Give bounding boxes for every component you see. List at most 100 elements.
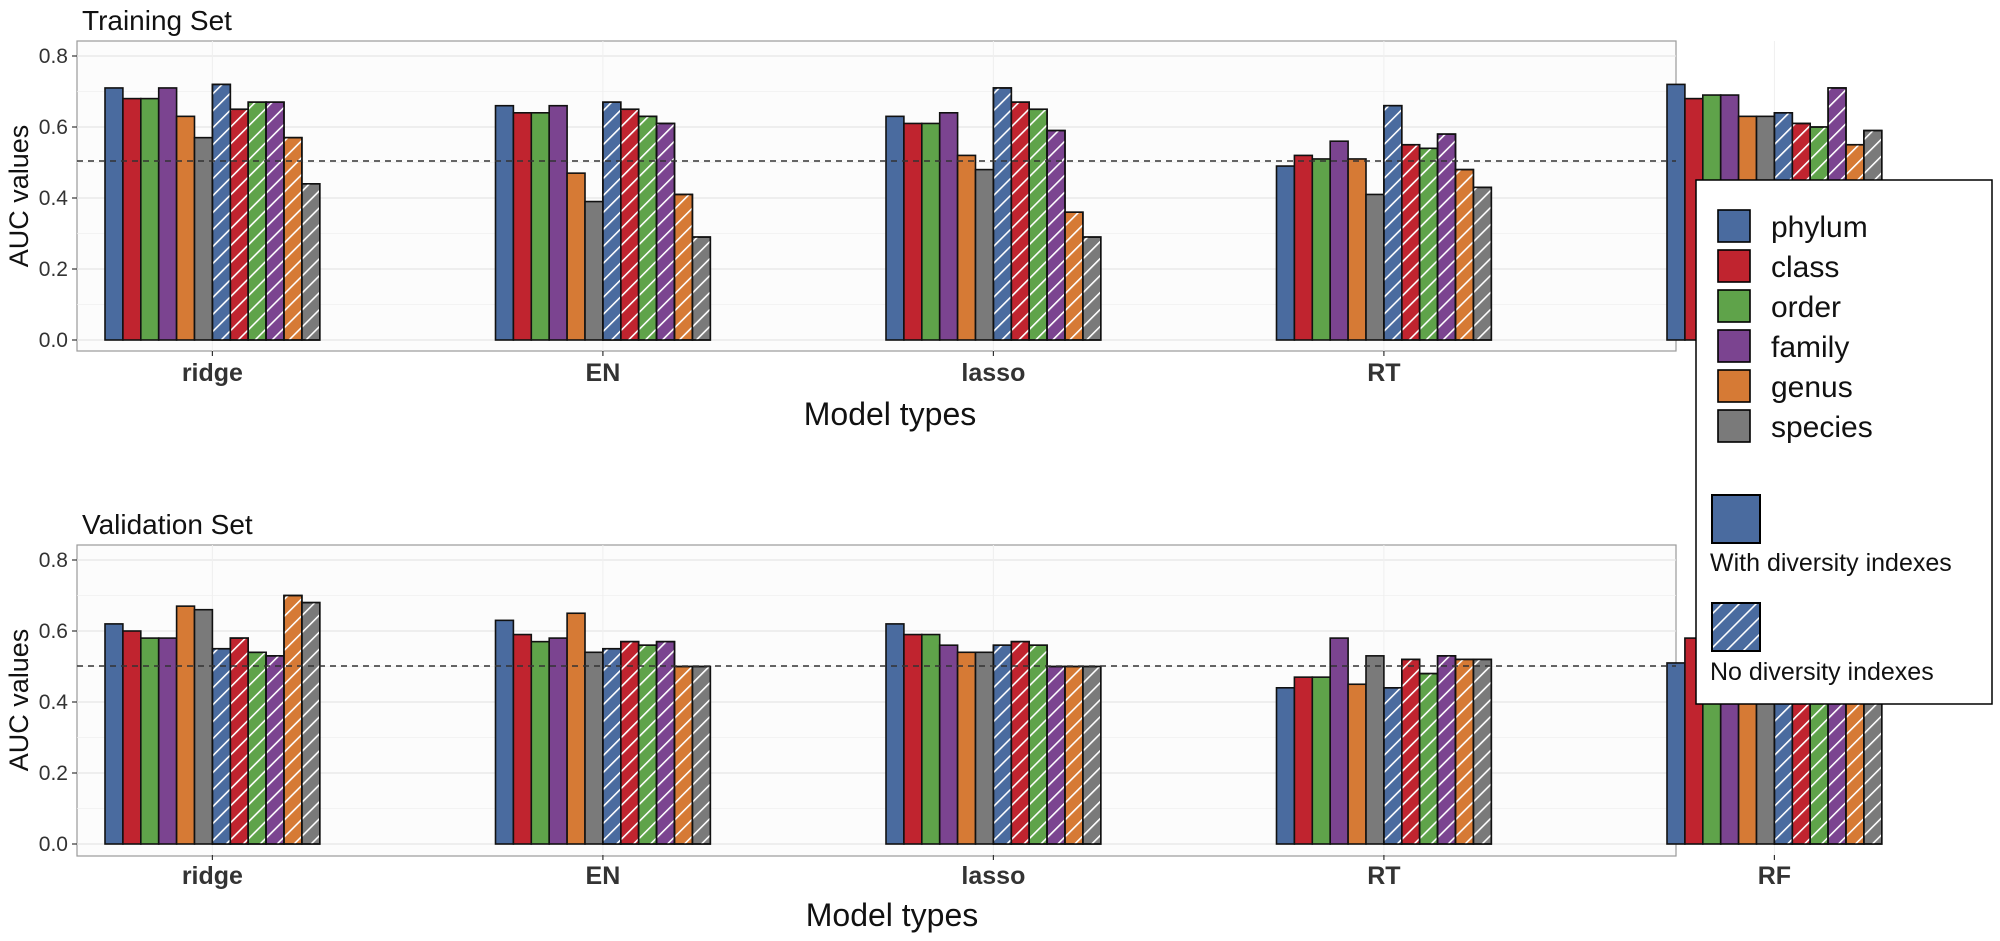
bar-RT-species-with-diversity	[1365, 655, 1385, 845]
bar-hatch-lasso-class	[1010, 640, 1030, 845]
bar-hatch-ridge-order	[247, 101, 267, 341]
bar-EN-species-with-diversity	[584, 651, 604, 845]
bar-lasso-class-with-diversity	[903, 122, 923, 341]
bar-hatch-RT-genus	[1454, 168, 1475, 341]
bar-hatch-EN-order	[637, 115, 658, 341]
bar-hatch-lasso-genus	[1064, 665, 1084, 845]
bar-hatch-ridge-family	[265, 101, 285, 341]
bar-lasso-genus-with-diversity	[956, 154, 977, 341]
bar-RT-class-with-diversity	[1293, 154, 1314, 341]
legend-with-diversity-label: With diversity indexes	[1710, 549, 1952, 577]
y-tick-label: 0.2	[39, 258, 68, 281]
bar-hatch-lasso-family	[1046, 665, 1066, 845]
bar-RT-class-with-diversity	[1293, 676, 1314, 845]
bar-hatch-lasso-family	[1046, 129, 1066, 341]
bar-hatch-RT-family	[1436, 133, 1457, 341]
bar-lasso-genus-with-diversity	[956, 651, 977, 845]
bar-hatch-RT-phylum	[1383, 686, 1403, 845]
legend-with-diversity-swatch	[1711, 494, 1761, 544]
validation-y-ticks: 0.0 0.2 0.4 0.6 0.8	[39, 549, 77, 856]
bar-hatch-lasso-order	[1028, 644, 1048, 845]
bar-hatch-lasso-class	[1010, 101, 1030, 341]
validation-x-axis-title: Model types	[806, 897, 979, 933]
bar-ridge-family-with-diversity	[157, 87, 178, 341]
bar-lasso-order-with-diversity	[920, 122, 941, 341]
validation-y-axis-title: AUC values	[4, 629, 34, 772]
bar-hatch-RT-genus	[1454, 658, 1475, 845]
training-panel-title: Training Set	[82, 5, 232, 36]
bar-hatch-ridge-species	[301, 183, 321, 341]
bar-ridge-family-with-diversity	[157, 637, 178, 845]
legend-label-genus: genus	[1771, 371, 1853, 404]
validation-panel: Validation Set 0.0 0.2 0.4 0.6 0.8 ridge EN la…	[4, 509, 1883, 933]
bar-hatch-EN-family	[655, 122, 676, 341]
y-tick-label: 0.8	[39, 549, 68, 572]
bar-ridge-species-with-diversity	[193, 608, 214, 845]
bar-hatch-lasso-phylum	[992, 87, 1013, 341]
legend-swatch-family	[1717, 329, 1751, 363]
bar-lasso-family-with-diversity	[938, 112, 959, 341]
bar-ridge-genus-with-diversity	[175, 115, 196, 341]
y-tick-label: 0.6	[39, 116, 68, 139]
legend-swatch-species	[1717, 409, 1751, 443]
bar-lasso-phylum-with-diversity	[885, 115, 905, 341]
bar-hatch-EN-genus	[673, 193, 694, 341]
x-tick-label-EN: EN	[586, 359, 621, 387]
legend-swatch-genus	[1717, 369, 1751, 403]
y-tick-label: 0.0	[39, 833, 68, 856]
x-tick-label-EN: EN	[586, 862, 621, 890]
x-tick-label-RT: RT	[1367, 359, 1400, 387]
y-tick-label: 0.6	[39, 620, 68, 643]
x-tick-label-ridge: ridge	[182, 862, 243, 890]
bar-hatch-RT-phylum	[1383, 104, 1403, 341]
bar-hatch-EN-phylum	[602, 647, 622, 845]
bar-hatch-ridge-order	[247, 651, 267, 845]
bar-hatch-lasso-order	[1028, 108, 1048, 341]
y-tick-label: 0.4	[39, 187, 69, 210]
y-tick-label: 0.0	[39, 329, 68, 352]
bar-hatch-RT-class	[1401, 143, 1421, 341]
bar-RT-phylum-with-diversity	[1275, 165, 1296, 341]
bar-hatch-RT-species	[1472, 186, 1493, 341]
training-x-axis-title: Model types	[804, 396, 977, 432]
bar-hatch-ridge-phylum	[211, 647, 232, 845]
x-tick-label-RF: RF	[1758, 862, 1791, 890]
legend-swatch-order	[1717, 289, 1751, 323]
bar-lasso-family-with-diversity	[938, 644, 959, 845]
validation-x-ticks: ridgeENlassoRTRFNNSVMSL	[182, 855, 1791, 890]
bar-hatch-ridge-class	[229, 637, 250, 845]
legend-label-class: class	[1771, 251, 1839, 284]
legend: phylum class order family genus species With …	[1695, 179, 1993, 705]
bar-ridge-phylum-with-diversity	[104, 87, 124, 341]
bar-ridge-order-with-diversity	[140, 637, 160, 845]
bar-lasso-phylum-with-diversity	[885, 623, 905, 845]
bar-RT-genus-with-diversity	[1347, 683, 1367, 845]
legend-label-family: family	[1771, 331, 1849, 364]
y-tick-label: 0.4	[39, 691, 69, 714]
bar-hatch-lasso-phylum	[992, 644, 1013, 845]
bar-hatch-EN-species	[691, 665, 712, 845]
bar-hatch-RT-order	[1418, 672, 1439, 845]
bar-RT-order-with-diversity	[1311, 158, 1332, 341]
bar-RT-family-with-diversity	[1329, 637, 1349, 845]
bar-RT-order-with-diversity	[1311, 676, 1332, 845]
bar-lasso-species-with-diversity	[974, 168, 995, 341]
bar-ridge-species-with-diversity	[193, 136, 214, 341]
bar-hatch-ridge-species	[301, 601, 321, 845]
x-tick-label-ridge: ridge	[182, 359, 243, 387]
bar-EN-class-with-diversity	[512, 112, 533, 341]
bar-hatch-ridge-family	[265, 655, 285, 845]
bar-hatch-lasso-species	[1082, 236, 1102, 341]
bar-hatch-ridge-genus	[283, 136, 303, 341]
bar-hatch-EN-order	[637, 644, 658, 845]
bar-hatch-ridge-class	[229, 108, 250, 341]
legend-taxa: phylum class order family genus species	[1717, 209, 1873, 444]
bar-ridge-genus-with-diversity	[175, 605, 196, 845]
bar-RT-genus-with-diversity	[1347, 158, 1367, 341]
x-tick-label-RT: RT	[1367, 862, 1400, 890]
bar-RF-phylum-with-diversity	[1666, 662, 1686, 845]
bar-EN-genus-with-diversity	[566, 612, 586, 845]
bar-hatch-lasso-species	[1082, 665, 1102, 845]
training-y-axis-title: AUC values	[4, 125, 34, 268]
bar-hatch-EN-species	[691, 236, 712, 341]
